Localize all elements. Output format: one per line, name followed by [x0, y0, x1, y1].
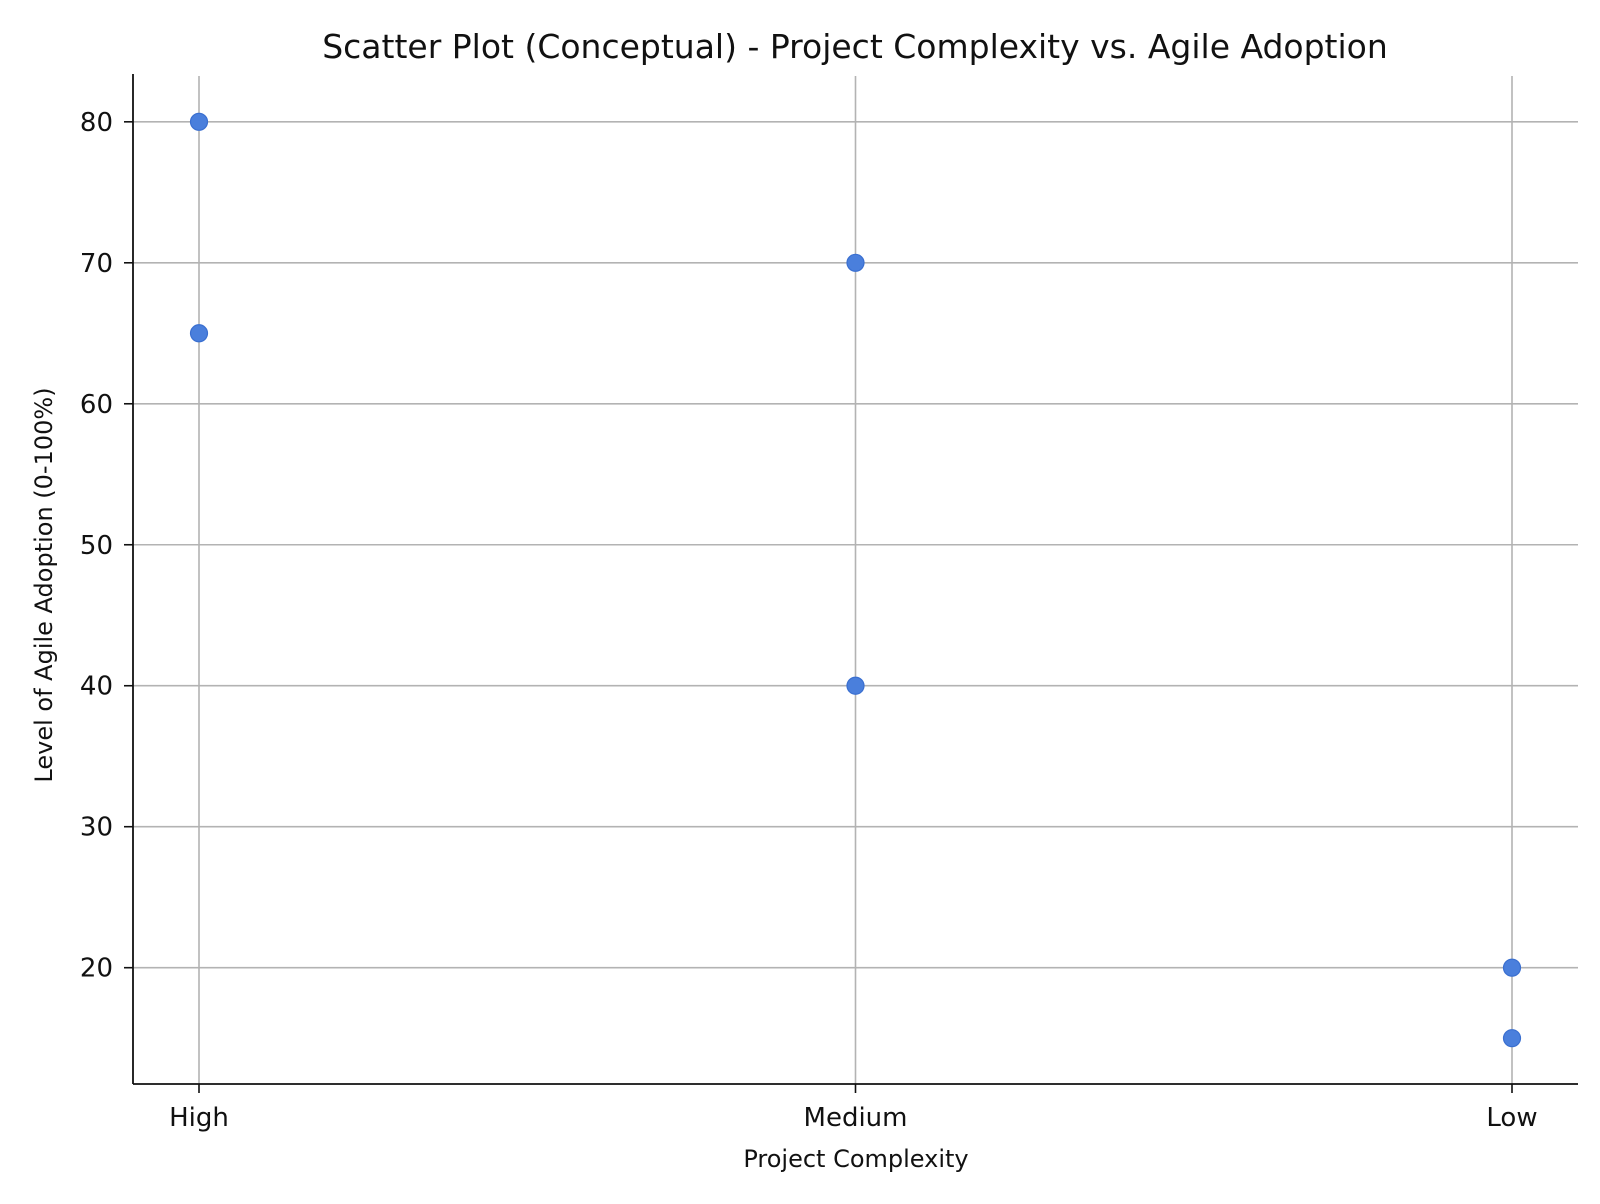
x-tick-label: High	[169, 1103, 229, 1133]
y-tick-label: 70	[80, 249, 113, 279]
y-tick-label: 40	[80, 672, 113, 702]
scatter-point	[1502, 1029, 1522, 1048]
y-tick-label: 50	[80, 531, 113, 561]
data-points	[189, 112, 1522, 1048]
chart-title: Scatter Plot (Conceptual) - Project Comp…	[322, 27, 1388, 66]
y-axis-title: Level of Agile Adoption (0-100%)	[30, 387, 58, 782]
grid-lines	[133, 76, 1578, 1084]
scatter-point	[1502, 958, 1522, 977]
x-tick-label: Low	[1486, 1103, 1537, 1133]
y-tick-label: 80	[80, 108, 113, 138]
ticks: 20 30 40 50 60 70 80 High Medium Low	[80, 108, 1538, 1133]
scatter-point	[189, 324, 209, 343]
y-tick-label: 60	[80, 390, 113, 420]
scatter-point	[846, 253, 865, 272]
scatter-point	[846, 676, 865, 695]
y-tick-label: 30	[80, 813, 113, 843]
x-axis-title: Project Complexity	[743, 1145, 968, 1173]
y-tick-label: 20	[80, 954, 113, 984]
scatter-point	[189, 112, 209, 131]
x-tick-label: Medium	[804, 1103, 908, 1133]
